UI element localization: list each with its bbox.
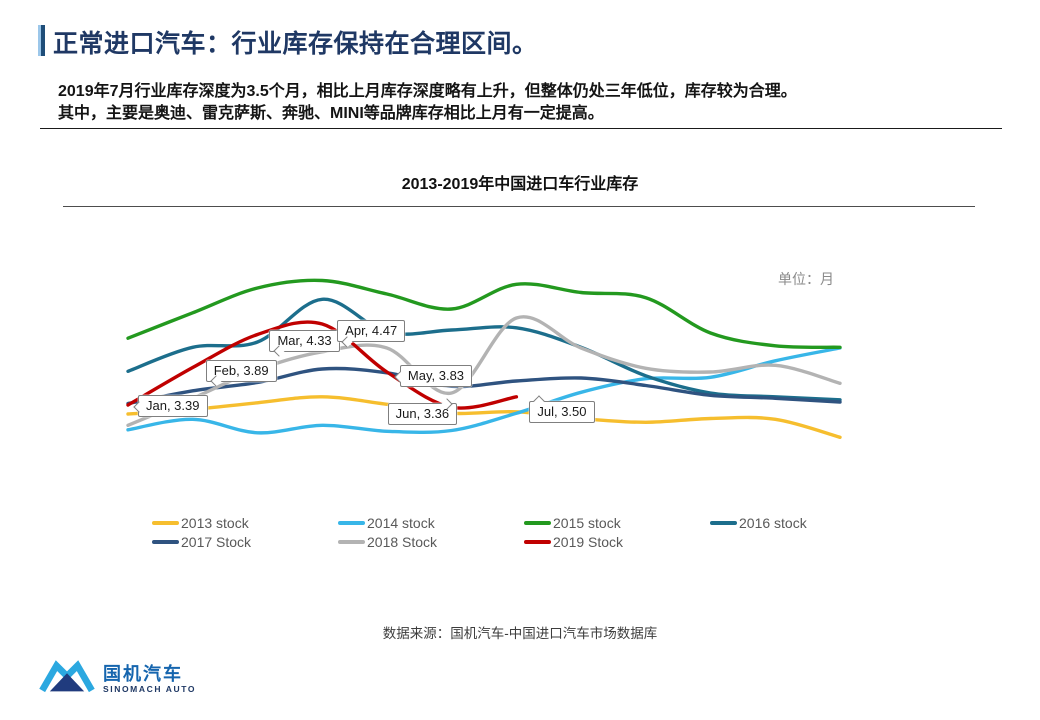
chart-title: 2013-2019年中国进口车行业库存 — [401, 176, 639, 193]
data-label-jun: Jun, 3.36 — [387, 398, 458, 426]
legend-label: 2019 Stock — [553, 534, 624, 550]
unit-label: 单位：月 — [778, 271, 834, 287]
legend-item-2013: 2013 stock — [152, 514, 249, 532]
callout-tail — [132, 400, 145, 413]
data-label-may: May, 3.83 — [394, 365, 473, 387]
data-label-feb: Feb, 3.89 — [205, 359, 277, 387]
callout-tail — [394, 370, 407, 383]
legend-item-2016: 2016 stock — [710, 514, 807, 532]
intro-line-2: 其中，主要是奥迪、雷克萨斯、奔驰、MINI等品牌库存相比上月有一定提高。 — [58, 105, 604, 122]
legend-item-2019: 2019 Stock — [524, 533, 623, 551]
callout-tail — [210, 375, 222, 387]
legend-item-2018: 2018 Stock — [338, 533, 437, 551]
legend-swatch — [524, 540, 551, 544]
series-line-2015 — [126, 278, 842, 350]
intro-divider — [40, 128, 1002, 129]
callout-tail — [533, 395, 546, 407]
data-label-mar: Mar, 4.33 — [269, 329, 340, 357]
legend-label: 2017 Stock — [181, 534, 252, 550]
legend-swatch — [338, 521, 365, 525]
series-line-2013 — [126, 395, 842, 439]
legend-swatch — [152, 540, 179, 544]
legend-label: 2014 stock — [367, 515, 435, 531]
sinomach-logo: 国机汽车 SINOMACH AUTO — [38, 658, 196, 700]
legend-item-2015: 2015 stock — [524, 514, 621, 532]
legend-swatch — [710, 521, 737, 525]
callout-tail — [441, 398, 453, 410]
title-accent-bar — [38, 25, 45, 56]
callout-tail — [273, 345, 286, 357]
legend-swatch — [524, 521, 551, 525]
legend-label: 2018 Stock — [367, 534, 438, 550]
data-label-apr: Apr, 4.47 — [337, 320, 406, 348]
legend-swatch — [152, 521, 179, 525]
legend-label: 2013 stock — [181, 515, 249, 531]
legend-item-2017: 2017 Stock — [152, 533, 251, 551]
legend-label: 2015 stock — [553, 515, 621, 531]
intro-line-1: 2019年7月行业库存深度为3.5个月，相比上月库存深度略有上升，但整体仍处三年… — [58, 83, 797, 100]
logo-text-en: SINOMACH AUTO — [103, 683, 197, 694]
legend-swatch — [338, 540, 365, 544]
data-label-jan: Jan, 3.39 — [132, 395, 208, 417]
source-note: 数据来源：国机汽车-中国进口汽车市场数据库 — [382, 626, 658, 641]
legend-item-2014: 2014 stock — [338, 514, 435, 532]
legend-label: 2016 stock — [739, 515, 807, 531]
callout-tail — [341, 335, 353, 348]
intro-text: 2019年7月行业库存深度为3.5个月，相比上月库存深度略有上升，但整体仍处三年… — [58, 81, 1008, 125]
data-label-jul: Jul, 3.50 — [529, 395, 595, 423]
page-title: 正常进口汽车：行业库存保持在合理区间。 — [53, 30, 538, 58]
series-line-2016 — [126, 297, 842, 402]
logo-mountain-icon — [39, 660, 95, 693]
chart-title-divider — [63, 206, 975, 207]
logo-text-cn: 国机汽车 — [103, 663, 183, 684]
